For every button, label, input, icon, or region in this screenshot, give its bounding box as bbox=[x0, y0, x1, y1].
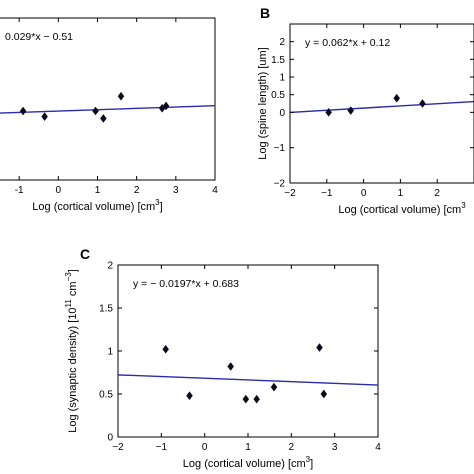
data-point bbox=[19, 106, 27, 116]
y-tick-label: 1 bbox=[279, 73, 285, 84]
chart-panel-3: −2 −1 0 1 2 3 4 0 0.5 1 1.5 2 y = − 0.0197*x + 0.683… bbox=[64, 246, 381, 470]
y-axis-label: Log (synaptic density) [1011 cm−3] bbox=[64, 269, 79, 433]
x-tick-label: 0 bbox=[202, 442, 208, 453]
x-tick-label: 3 bbox=[332, 442, 338, 453]
y-tick-label: −2 bbox=[274, 179, 286, 190]
x-tick-label: 2 bbox=[134, 185, 140, 196]
data-point bbox=[419, 99, 426, 108]
y-tick-label: −1 bbox=[274, 143, 286, 154]
data-point bbox=[320, 389, 328, 399]
data-point bbox=[92, 106, 99, 116]
x-tick-label: −1 bbox=[321, 188, 333, 199]
x-tick-label: −2 bbox=[284, 188, 296, 199]
data-point bbox=[162, 101, 170, 111]
x-tick-label: 0 bbox=[56, 185, 62, 196]
x-tick-label: 0 bbox=[361, 188, 367, 199]
x-tick-label: 1 bbox=[398, 188, 404, 199]
y-tick-label: 2 bbox=[107, 261, 113, 272]
x-tick-label: 2 bbox=[289, 442, 295, 453]
data-point bbox=[41, 112, 48, 122]
x-tick-label: 4 bbox=[212, 185, 218, 196]
data-point bbox=[393, 93, 401, 103]
data-point bbox=[316, 343, 323, 352]
x-tick-label: −2 bbox=[112, 442, 124, 453]
data-point bbox=[186, 391, 193, 401]
data-layer bbox=[118, 343, 378, 404]
y-tick-label: 2 bbox=[279, 37, 285, 48]
data-point bbox=[253, 394, 260, 404]
panel-letter: B bbox=[260, 5, 270, 21]
y-tick-label: 1.5 bbox=[99, 304, 113, 315]
data-point bbox=[347, 106, 355, 115]
x-tick-label: 2 bbox=[434, 188, 440, 199]
y-tick-label: 1 bbox=[107, 347, 113, 358]
x-axis-label: Log (cortical volume) [cm3] bbox=[183, 455, 313, 470]
x-tick-label: -1 bbox=[15, 185, 24, 196]
fit-line bbox=[290, 100, 474, 114]
fit-line bbox=[0, 104, 215, 114]
x-tick-label: 4 bbox=[375, 442, 381, 453]
x-axis-label: Log (cortical volume) [cm3] bbox=[32, 198, 162, 213]
x-axis-label: Log (cortical volume) [cm3 bbox=[338, 201, 466, 216]
data-point bbox=[242, 394, 250, 404]
data-layer bbox=[290, 93, 474, 117]
fit-equation: y = 0.062*x + 0.12 bbox=[305, 37, 390, 49]
fit-equation: y = − 0.0197*x + 0.683 bbox=[133, 278, 239, 290]
x-tick-label: 1 bbox=[95, 185, 101, 196]
y-tick-label: 1.5 bbox=[271, 55, 285, 66]
panel-letter: C bbox=[80, 246, 90, 262]
y-tick-label: 0 bbox=[279, 108, 285, 119]
data-point bbox=[100, 114, 107, 123]
plot-area-frame bbox=[117, 264, 379, 438]
data-point bbox=[325, 107, 332, 117]
fit-line bbox=[118, 374, 378, 386]
y-axis-label: Log (spine length) [um] bbox=[257, 47, 269, 160]
x-tick-label: −1 bbox=[156, 442, 168, 453]
x-tick-label: 3 bbox=[173, 185, 179, 196]
y-tick-label: 0.5 bbox=[271, 90, 285, 101]
data-point bbox=[117, 91, 125, 101]
data-point bbox=[227, 362, 234, 371]
data-point bbox=[270, 382, 278, 392]
x-tick-label: 1 bbox=[245, 442, 251, 453]
y-tick-label: 0 bbox=[107, 433, 113, 444]
plot-area-frame bbox=[289, 23, 474, 184]
chart-panel-2: −2 −1 0 1 2 −2 −1 0 0.5 1 1.5 2 y = 0.062*x + 0.12 Lo… bbox=[257, 5, 474, 216]
data-layer bbox=[0, 91, 215, 123]
y-tick-label: 0.5 bbox=[99, 390, 113, 401]
fit-equation: 0.029*x − 0.51 bbox=[5, 31, 73, 43]
chart-panel-1: -1 0 1 2 3 4 0.029*x − 0.51 Log (cortical volum… bbox=[0, 17, 218, 213]
data-point bbox=[162, 344, 169, 354]
